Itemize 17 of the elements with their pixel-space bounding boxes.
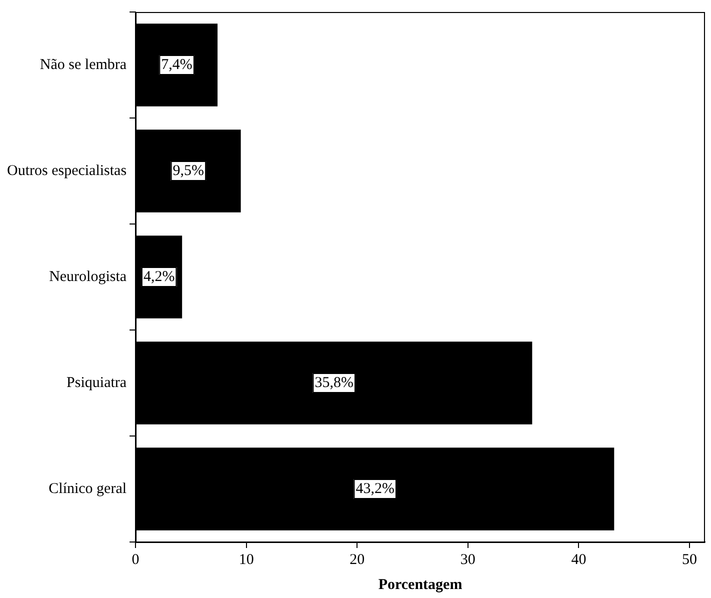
data-label: 35,8% xyxy=(314,374,354,391)
data-label: 9,5% xyxy=(172,162,204,179)
y-tick-label: Clínico geral xyxy=(48,480,127,497)
x-tick-label: 30 xyxy=(460,552,476,568)
x-tick-label: 50 xyxy=(682,552,697,568)
y-tick-label: Não se lembra xyxy=(40,56,127,73)
data-label: 43,2% xyxy=(356,480,394,497)
data-label: 7,4% xyxy=(161,56,192,73)
x-tick-label: 20 xyxy=(350,552,365,568)
y-tick-label: Psiquiatra xyxy=(66,374,127,391)
x-axis-title: Porcentagem xyxy=(378,576,463,593)
y-tick-label: Neurologista xyxy=(49,268,127,285)
y-tick-label: Outros especialistas xyxy=(6,162,127,179)
x-tick-label: 0 xyxy=(132,552,140,568)
data-label: 4,2% xyxy=(143,268,175,285)
x-tick-label: 40 xyxy=(571,552,586,568)
x-tick-label: 10 xyxy=(238,552,254,568)
